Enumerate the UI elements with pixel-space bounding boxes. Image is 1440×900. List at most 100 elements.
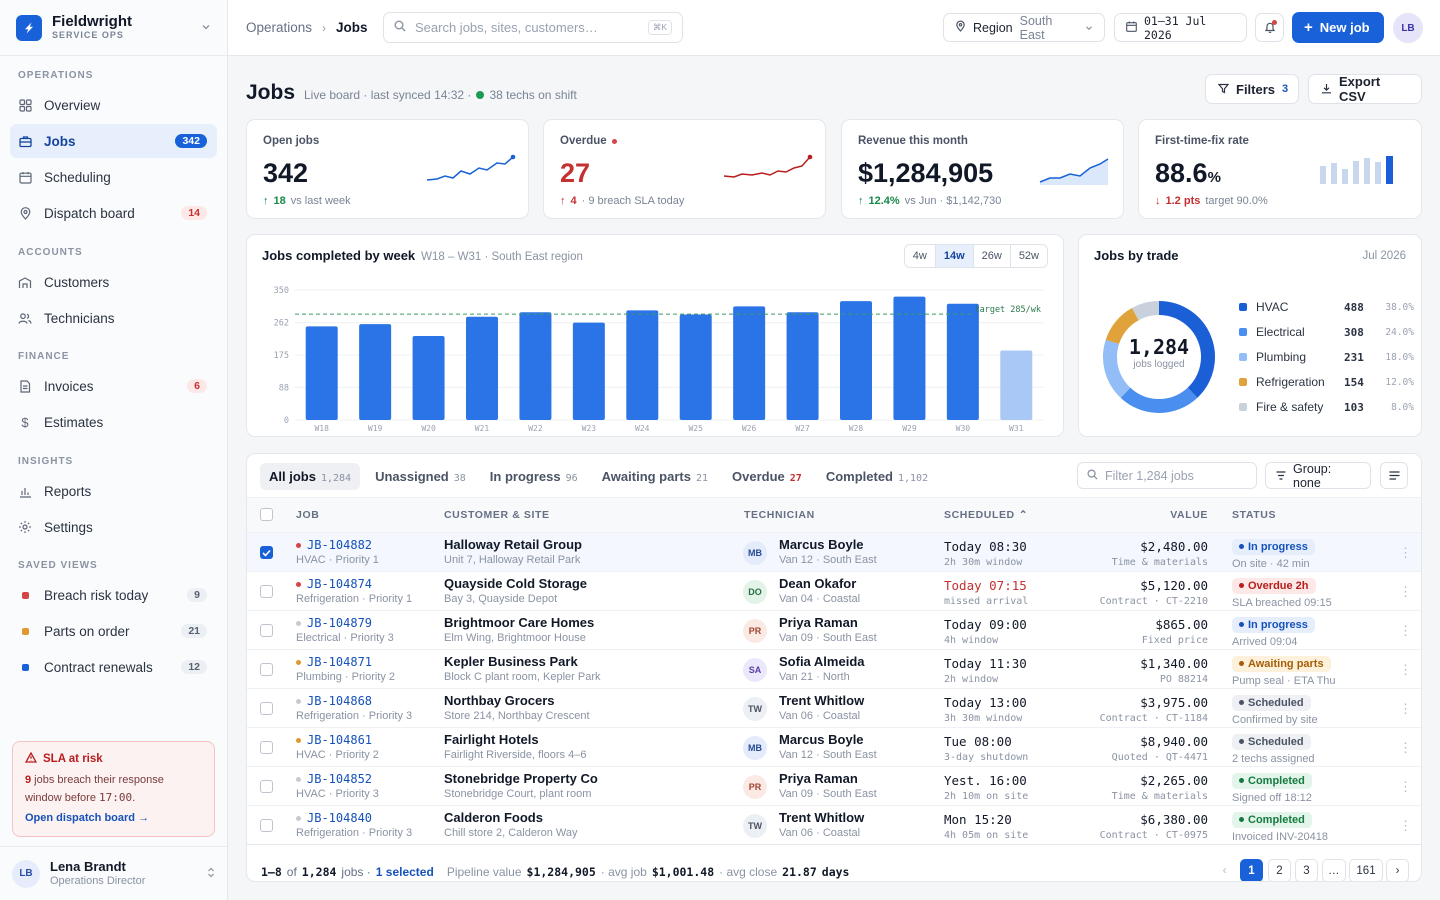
table-row[interactable]: JB-104879 Electrical · Priority 3 Bright… [247,610,1421,649]
more-vertical-icon[interactable]: ⋮ [1399,662,1412,677]
page-2-button[interactable]: 2 [1268,859,1291,881]
legend-item[interactable]: Plumbing 231 18.0% [1239,350,1414,364]
sidebar-item-invoices[interactable]: Invoices 6 [10,369,217,403]
bar-w29[interactable] [893,296,926,420]
row-checkbox[interactable] [260,819,273,832]
job-id-link[interactable]: JB-104868 [307,694,373,708]
new-job-button[interactable]: + New job [1292,12,1384,43]
tab-all-jobs[interactable]: All jobs 1,284 [260,463,361,490]
more-vertical-icon[interactable]: ⋮ [1399,779,1412,794]
range-26w[interactable]: 26w [972,245,1010,267]
donut-slice-refrigeration[interactable] [1105,307,1140,345]
more-vertical-icon[interactable]: ⋮ [1399,701,1412,716]
region-select[interactable]: Region South East [943,13,1105,42]
job-id-link[interactable]: JB-104882 [307,538,373,552]
customer-name[interactable]: Calderon Foods [444,810,543,825]
customer-name[interactable]: Kepler Business Park [444,654,578,669]
bar-w23[interactable] [572,322,605,420]
technician-name[interactable]: Trent Whitlow [779,810,865,825]
job-id-link[interactable]: JB-104852 [307,772,373,786]
sidebar-item-estimates[interactable]: $ Estimates [10,405,217,439]
table-row[interactable]: JB-104871 Plumbing · Priority 2 Kepler B… [247,649,1421,688]
tab-overdue[interactable]: Overdue 27 [723,463,811,490]
group-by-select[interactable]: Group: none [1265,462,1371,490]
customer-name[interactable]: Brightmoor Care Homes [444,615,595,630]
legend-item[interactable]: Electrical 308 24.0% [1239,325,1414,339]
technician-name[interactable]: Dean Okafor [779,576,857,591]
sidebar-item-jobs[interactable]: Jobs 342 [10,124,217,158]
row-checkbox[interactable] [260,546,273,559]
column-settings-button[interactable] [1380,462,1408,489]
customer-name[interactable]: Halloway Retail Group [444,537,582,552]
sidebar-item-scheduling[interactable]: Scheduling [10,160,217,194]
customer-name[interactable]: Fairlight Hotels [444,732,539,747]
more-vertical-icon[interactable]: ⋮ [1399,740,1412,755]
date-range-picker[interactable]: 01–31 Jul 2026 [1114,13,1247,42]
more-vertical-icon[interactable]: ⋮ [1399,818,1412,833]
column-header-job[interactable]: JOB [296,509,320,521]
table-row[interactable]: JB-104861 HVAC · Priority 2 Fairlight Ho… [247,727,1421,766]
saved-view-breach-risk[interactable]: Breach risk today 9 [10,578,217,612]
export-csv-button[interactable]: Export CSV [1308,74,1422,104]
bar-w27[interactable] [786,312,819,420]
table-row[interactable]: JB-104852 HVAC · Priority 3 Stonebridge … [247,766,1421,805]
bar-w19[interactable] [359,324,392,420]
table-row[interactable]: JB-104874 Refrigeration · Priority 1 Qua… [247,571,1421,610]
chevron-down-icon[interactable] [201,20,211,35]
row-checkbox[interactable] [260,702,273,715]
bar-w21[interactable] [466,316,498,420]
job-id-link[interactable]: JB-104871 [307,655,373,669]
notifications-button[interactable] [1255,13,1284,42]
customer-name[interactable]: Northbay Grocers [444,693,555,708]
more-vertical-icon[interactable]: ⋮ [1399,584,1412,599]
bar-w31[interactable] [1000,350,1033,420]
workspace-switcher[interactable]: Fieldwright SERVICE OPS [0,0,227,56]
saved-view-contract-renewals[interactable]: Contract renewals 12 [10,650,217,684]
avatar[interactable]: LB [1393,13,1423,43]
breadcrumb-root[interactable]: Operations [246,20,313,35]
donut-slice-plumbing[interactable] [1103,339,1131,398]
open-dispatch-board-link[interactable]: Open dispatch board → [25,812,150,825]
bar-w20[interactable] [412,336,445,420]
technician-name[interactable]: Marcus Boyle [779,732,864,747]
table-row[interactable]: JB-104882 HVAC · Priority 1 Halloway Ret… [247,532,1421,571]
row-checkbox[interactable] [260,780,273,793]
row-checkbox[interactable] [260,624,273,637]
select-all-checkbox[interactable] [260,508,273,521]
bar-w30[interactable] [946,303,979,420]
donut-slice-hvac[interactable] [1158,301,1215,398]
sidebar-item-customers[interactable]: Customers [10,265,217,299]
tab-in-progress[interactable]: In progress 96 [481,463,587,490]
customer-name[interactable]: Quayside Cold Storage [444,576,588,591]
page-1-button[interactable]: 1 [1240,859,1263,881]
sidebar-item-overview[interactable]: Overview [10,88,217,122]
bar-w25[interactable] [679,314,712,420]
next-page-button[interactable]: › [1386,859,1409,881]
legend-item[interactable]: Refrigeration 154 12.0% [1239,375,1414,389]
filters-button[interactable]: Filters 3 [1205,74,1299,104]
prev-page-button[interactable]: ‹ [1213,859,1236,881]
user-menu[interactable]: LB Lena Brandt Operations Director [0,846,227,900]
table-row[interactable]: JB-104868 Refrigeration · Priority 3 Nor… [247,688,1421,727]
column-header-technician[interactable]: TECHNICIAN [744,509,815,521]
row-checkbox[interactable] [260,585,273,598]
sidebar-item-reports[interactable]: Reports [10,474,217,508]
more-vertical-icon[interactable]: ⋮ [1399,623,1412,638]
tab-awaiting-parts[interactable]: Awaiting parts 21 [593,463,717,490]
technician-name[interactable]: Priya Raman [779,615,858,630]
job-id-link[interactable]: JB-104874 [307,577,373,591]
bar-w28[interactable] [840,301,872,420]
column-header-customer[interactable]: CUSTOMER & SITE [444,509,550,521]
page-last-button[interactable]: 161 [1349,859,1383,881]
technician-name[interactable]: Marcus Boyle [779,537,864,552]
bar-w26[interactable] [733,306,766,420]
row-checkbox[interactable] [260,741,273,754]
donut-slice-electrical[interactable] [1120,387,1198,413]
bar-w24[interactable] [626,310,659,420]
bar-w22[interactable] [519,312,552,420]
technician-name[interactable]: Trent Whitlow [779,693,865,708]
page-3-button[interactable]: 3 [1295,859,1318,881]
tab-unassigned[interactable]: Unassigned 38 [366,463,475,490]
row-checkbox[interactable] [260,663,273,676]
more-vertical-icon[interactable]: ⋮ [1399,545,1412,560]
